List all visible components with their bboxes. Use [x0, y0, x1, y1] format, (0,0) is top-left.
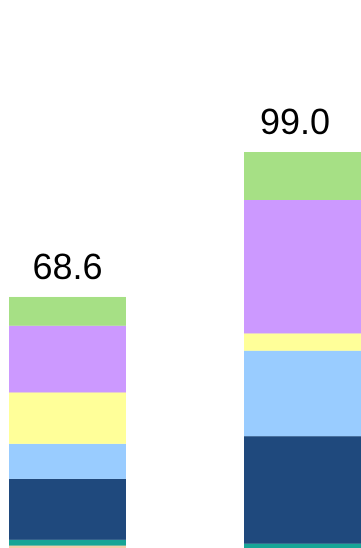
bar-segment-2-5: [244, 333, 361, 351]
bar-segment-2-7: [244, 152, 361, 200]
bar-segment-2-4: [244, 350, 361, 437]
bar-segment-2-2: [244, 543, 361, 548]
bar-segment-1-4: [9, 443, 126, 479]
bars-group: [9, 152, 361, 548]
bar-segment-2-6: [244, 200, 361, 334]
bar-segment-1-5: [9, 392, 126, 444]
bar-segment-1-6: [9, 325, 126, 393]
total-labels-group: 68.6 99.0: [32, 101, 330, 287]
bar-segment-1-1: [9, 545, 126, 548]
bar-total-label-2: 99.0: [260, 101, 330, 142]
bar-segment-1-7: [9, 296, 126, 326]
bar-segment-2-3: [244, 436, 361, 544]
bar-segment-1-3: [9, 478, 126, 540]
bar-total-label-1: 68.6: [32, 246, 102, 287]
bar-segment-1-2: [9, 539, 126, 546]
